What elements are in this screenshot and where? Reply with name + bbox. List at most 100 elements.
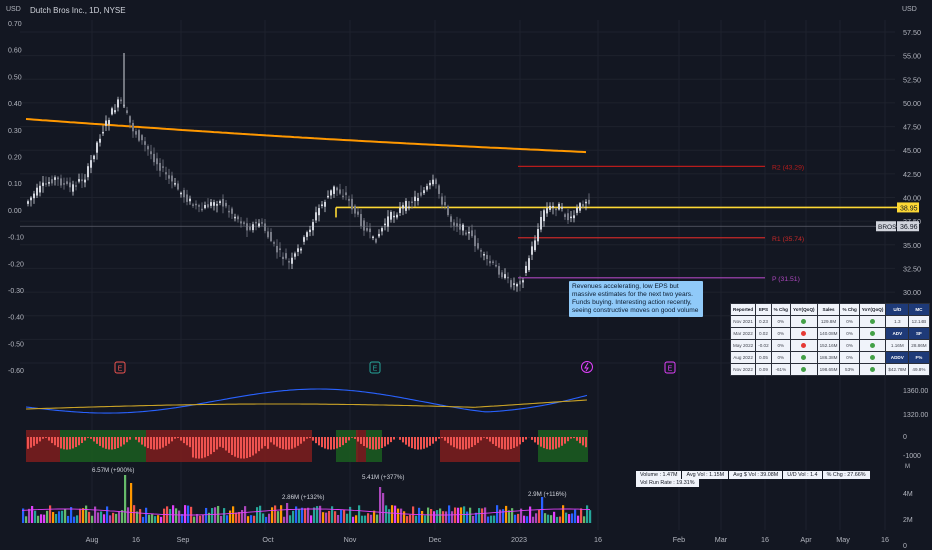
volume-bar: [136, 511, 139, 523]
time-tick-label: Aug: [86, 535, 99, 544]
volume-bar: [73, 516, 76, 523]
candle-body: [585, 201, 587, 204]
hist-bar: [261, 437, 263, 449]
hist-bg-segment: [356, 430, 366, 462]
hist-bar: [543, 437, 545, 449]
candle-body: [156, 158, 158, 165]
hist-bar: [147, 437, 149, 449]
volume-bar: [145, 507, 148, 523]
volume-bar: [22, 508, 25, 523]
volume-bar: [262, 513, 265, 523]
hist-bar: [450, 437, 452, 446]
hist-bar: [453, 437, 455, 448]
hist-bar: [228, 437, 230, 453]
candle-body: [90, 160, 92, 168]
candle-body: [150, 151, 152, 155]
r1-level-label: R1 (35.74): [772, 236, 804, 243]
hist-bg-segment: [538, 430, 588, 462]
r2-level-label: R2 (43.29): [772, 164, 804, 171]
left-axis-unit: USD: [6, 6, 21, 13]
hist-bar: [93, 437, 95, 442]
volume-bar: [142, 516, 145, 523]
fundamentals-cell: 53%: [839, 363, 860, 376]
earnings-marker: [114, 361, 126, 374]
left-tick-label: -0.30: [8, 288, 24, 295]
volume-bar: [76, 515, 79, 523]
volume-bar: [34, 510, 37, 523]
fundamentals-cell: 0%: [839, 351, 860, 364]
fundamentals-cell: 1.3: [885, 315, 910, 328]
hist-bar: [120, 437, 122, 447]
hist-bar: [420, 437, 422, 450]
candle-body: [78, 179, 80, 182]
volume-tick-label: 2M: [903, 517, 913, 524]
candle-body: [573, 215, 575, 219]
earnings-marker-label: E: [118, 366, 123, 373]
candle-body: [459, 223, 461, 230]
candle-body: [138, 130, 140, 141]
volume-bar: [37, 515, 40, 523]
volume-bar: [481, 508, 484, 523]
hist-bar: [378, 437, 380, 450]
hist-bar: [567, 437, 569, 442]
hist-bar: [174, 437, 176, 439]
candle-body: [465, 232, 467, 235]
candle-body: [54, 177, 56, 180]
volume-bar: [532, 516, 535, 523]
volume-bar: [241, 510, 244, 523]
candle-body: [354, 205, 356, 214]
candle-body: [564, 214, 566, 217]
hist-bar: [249, 437, 251, 458]
candle-body: [198, 205, 200, 207]
candle-body: [324, 201, 326, 207]
hist-bar: [510, 437, 512, 450]
fundamentals-row: Aug 2022 0.05 0% 186.38M 0% ADDV F%: [729, 351, 930, 364]
volume-bar: [586, 505, 589, 523]
hist-bar: [369, 437, 371, 449]
volume-spike-label: 5.41M (+377%): [362, 474, 404, 481]
hist-bar: [387, 437, 389, 445]
fundamentals-cell: 186.38M: [816, 351, 841, 364]
fundamentals-header: Reported EPS% Chg YoY(QoQ) Sales% Chg YoY(Qo…: [729, 303, 930, 316]
hist-bar: [288, 437, 290, 450]
hist-bar: [447, 437, 449, 444]
trend-dot: [870, 318, 876, 324]
volume-bar: [52, 511, 55, 523]
hist-bar: [345, 437, 347, 443]
volume-bar: [382, 493, 385, 523]
resistance-price-tag-bg: [897, 202, 919, 213]
hist-bar: [255, 437, 257, 454]
volume-bar: [550, 515, 553, 523]
candle-body: [453, 222, 455, 226]
fundamentals-cell: 0%: [770, 327, 791, 340]
candle-body: [336, 187, 338, 191]
hist-bar: [414, 437, 416, 450]
hist-bar: [402, 437, 404, 443]
volume-bar: [193, 516, 196, 523]
fundamentals-cell: 0.02: [755, 327, 772, 340]
volume-bar: [589, 510, 592, 523]
left-tick-label: 0.40: [8, 101, 22, 108]
hist-bar: [435, 437, 437, 442]
candle-body: [186, 194, 188, 202]
fundamentals-cell: 152.16M: [816, 339, 841, 352]
candle-body: [543, 210, 545, 222]
candle-body: [462, 224, 464, 231]
fundamentals-cell: $42.78M: [885, 363, 910, 376]
chart-note[interactable]: Revenues accelerating, low EPS but massi…: [569, 281, 703, 317]
candle-body: [42, 182, 44, 186]
hist-bar: [438, 437, 440, 439]
volume-bar: [64, 509, 67, 523]
volume-bar: [298, 509, 301, 523]
volume-bar: [118, 511, 121, 523]
volume-bar: [511, 508, 514, 523]
price-tick-label: 50.00: [903, 99, 921, 108]
volume-bar: [109, 515, 112, 523]
candle-body: [519, 280, 521, 285]
candle-body: [147, 146, 149, 150]
candle-body: [255, 221, 257, 224]
left-tick-label: -0.40: [8, 315, 24, 322]
volume-bar: [574, 509, 577, 523]
candle-body: [87, 166, 89, 178]
